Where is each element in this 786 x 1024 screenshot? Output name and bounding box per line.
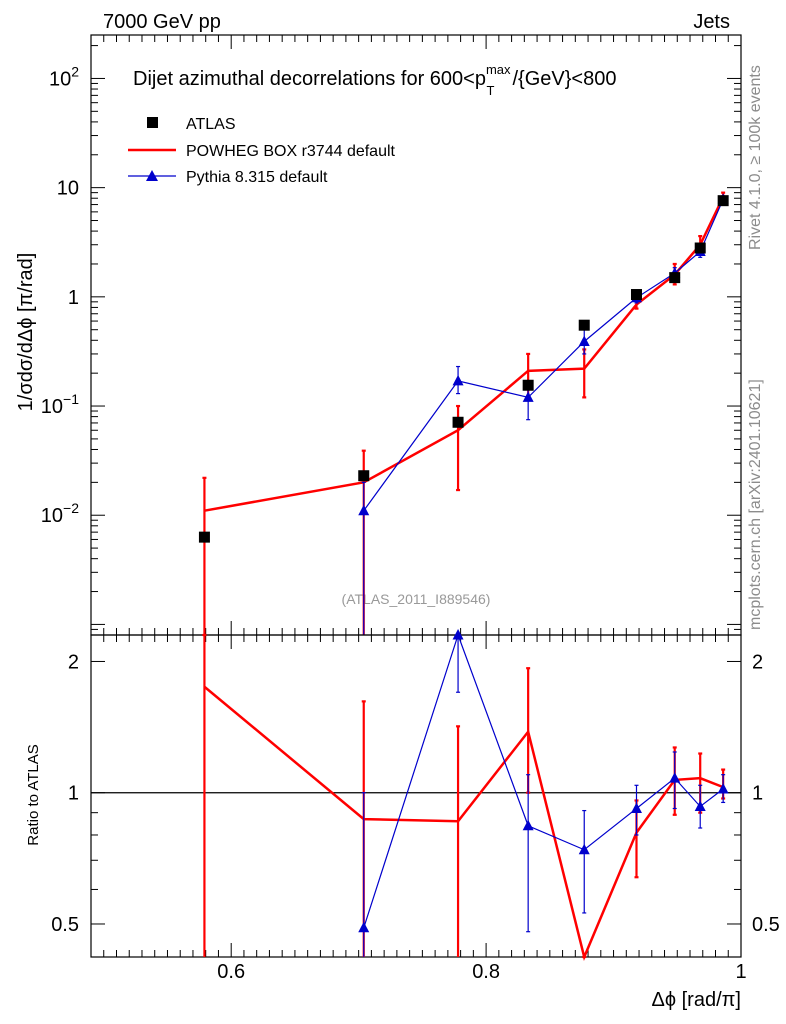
ratio-pythia-marker bbox=[694, 800, 706, 811]
ratio-pythia-marker bbox=[452, 629, 464, 640]
x-tick-label: 1 bbox=[735, 961, 746, 983]
ratio-pythia-marker bbox=[578, 843, 590, 855]
ratio-y-tick-label: 2 bbox=[68, 651, 79, 673]
main-pythia-marker bbox=[578, 335, 590, 346]
main-pythia-marker bbox=[452, 374, 464, 386]
main-y-tick-label: 10 bbox=[57, 178, 79, 200]
side-text-upper: Rivet 4.1.0, ≥ 100k events bbox=[747, 65, 764, 250]
ratio-powheg-series bbox=[202, 633, 726, 961]
ratio-ticks bbox=[90, 635, 742, 957]
main-atlas-marker bbox=[669, 272, 681, 284]
main-atlas-marker bbox=[358, 470, 370, 482]
legend-atlas-label: ATLAS bbox=[186, 116, 236, 133]
ratio-y-tick-label-right: 1 bbox=[752, 783, 763, 805]
ratio-powheg-line bbox=[203, 685, 724, 961]
analysis-id: (ATLAS_2011_I889546) bbox=[342, 591, 491, 607]
x-tick-label: 0.8 bbox=[472, 961, 500, 983]
header-left: 7000 GeV pp bbox=[103, 11, 221, 33]
x-tick-label: 0.6 bbox=[217, 961, 245, 983]
main-atlas-marker bbox=[522, 379, 534, 391]
main-pythia-marker bbox=[358, 504, 370, 516]
ratio-y-tick-label: 1 bbox=[68, 783, 79, 805]
main-y-tick-label: 10−2 bbox=[41, 500, 79, 527]
legend-powheg-label: POWHEG BOX r3744 default bbox=[186, 143, 396, 160]
main-powheg-line bbox=[204, 196, 725, 512]
legend-pythia-marker bbox=[146, 170, 158, 181]
ratio-pythia-marker bbox=[522, 819, 534, 831]
main-atlas-marker bbox=[630, 289, 642, 301]
main-atlas-series bbox=[198, 195, 729, 543]
ratio-tick-labels: 0.5 0.5 1 1 2 2 0.6 0.8 1 bbox=[51, 651, 780, 983]
title-sup: max bbox=[486, 62, 511, 77]
title-suffix: /{GeV}<800 bbox=[512, 68, 616, 90]
legend: ATLAS POWHEG BOX r3744 default Pythia 8.… bbox=[128, 116, 396, 186]
ratio-y-tick-label-right: 2 bbox=[752, 651, 763, 673]
ratio-y-axis-label: Ratio to ATLAS bbox=[25, 744, 42, 845]
ratio-pythia-line bbox=[363, 633, 724, 928]
main-y-tick-label: 1 bbox=[68, 287, 79, 309]
main-atlas-marker bbox=[717, 195, 729, 207]
ratio-pythia-marker bbox=[669, 772, 681, 783]
title-sub: T bbox=[487, 83, 495, 98]
ratio-pythia-marker bbox=[630, 802, 642, 814]
main-y-tick-labels: 10−2 10−1 1 10 102 bbox=[41, 63, 79, 527]
main-atlas-marker bbox=[452, 416, 464, 428]
main-pythia-series bbox=[358, 193, 729, 635]
main-y-tick-label: 10−1 bbox=[41, 391, 79, 418]
main-pythia-marker bbox=[522, 391, 534, 402]
legend-atlas-marker bbox=[147, 117, 158, 128]
title-prefix: Dijet azimuthal decorrelations for 600<p bbox=[133, 68, 486, 90]
main-powheg-series bbox=[202, 191, 726, 635]
ratio-y-tick-label-right: 0.5 bbox=[752, 914, 780, 936]
ratio-panel-frame bbox=[90, 634, 742, 958]
main-y-tick-label: 102 bbox=[49, 63, 79, 90]
main-y-ticks bbox=[91, 45, 741, 636]
side-text-lower: mcplots.cern.ch [arXiv:2401.10621] bbox=[747, 379, 764, 630]
main-pythia-line bbox=[363, 199, 724, 512]
ratio-pythia-marker bbox=[358, 921, 370, 933]
ratio-y-tick-label: 0.5 bbox=[51, 914, 79, 936]
main-atlas-marker bbox=[694, 242, 706, 254]
main-x-ticks bbox=[90, 35, 742, 635]
main-atlas-marker bbox=[578, 319, 590, 331]
chart-title: Dijet azimuthal decorrelations for 600<p… bbox=[133, 62, 616, 98]
legend-pythia-label: Pythia 8.315 default bbox=[186, 169, 328, 186]
main-atlas-marker bbox=[198, 531, 210, 543]
main-y-axis-label: 1/σdσ/dΔϕ [π/rad] bbox=[15, 253, 37, 412]
ratio-pythia-marker bbox=[717, 782, 729, 794]
header-right: Jets bbox=[693, 11, 730, 33]
x-axis-label: Δϕ [rad/π] bbox=[652, 989, 742, 1011]
ratio-pythia-series bbox=[358, 629, 729, 957]
